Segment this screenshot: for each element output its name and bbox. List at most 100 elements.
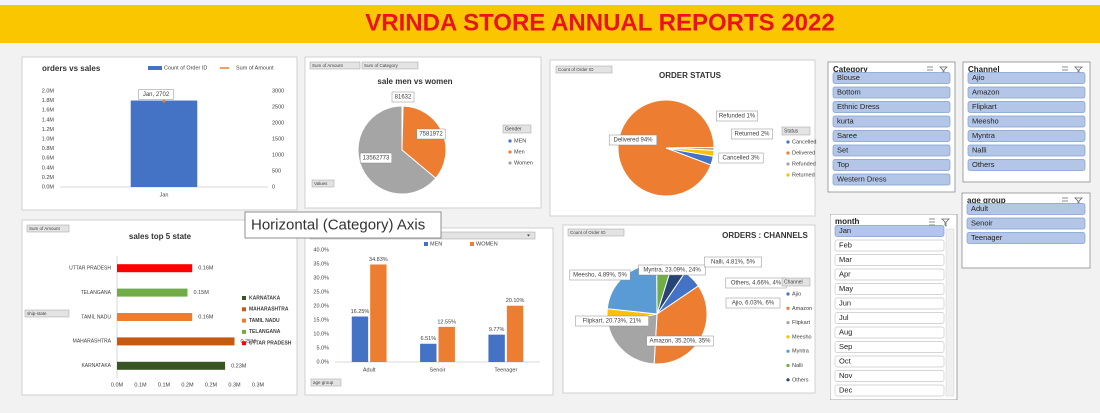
legend-title: Channel <box>784 279 803 285</box>
slicer-item-label[interactable]: Blouse <box>837 73 860 82</box>
field-button[interactable] <box>309 61 361 70</box>
slicer-item-label[interactable]: Others <box>972 160 995 169</box>
slicer-item-label[interactable]: Flipkart <box>972 102 998 111</box>
slicer-item-label[interactable]: Teenager <box>971 233 1003 242</box>
slicer-item-label[interactable]: Oct <box>839 356 852 365</box>
slicer-item-label[interactable]: Apr <box>839 269 851 278</box>
slicer-item[interactable] <box>832 130 951 142</box>
slicer-item[interactable] <box>967 115 1086 128</box>
legend-marker <box>786 306 790 310</box>
y2-tick-label: 2500 <box>272 104 284 110</box>
slicer-item[interactable] <box>832 86 951 99</box>
data-label-group: Returned 2% <box>731 128 773 140</box>
legend-title-box[interactable] <box>781 277 811 287</box>
slicer-item[interactable] <box>967 72 1086 84</box>
slicer-item-label[interactable]: May <box>839 284 853 293</box>
clear-filter-icon[interactable] <box>941 218 950 227</box>
x-tick-label: 0.1M <box>158 382 171 388</box>
slicer-item[interactable] <box>834 326 945 339</box>
slicer-item-label[interactable]: Feb <box>839 240 852 249</box>
legend-label: Myntra <box>792 349 810 355</box>
legend-label: Count of Order ID <box>164 65 207 71</box>
slicer-item[interactable] <box>834 283 945 295</box>
y-tick-label: 25.0% <box>313 289 329 295</box>
slicer-item[interactable] <box>834 254 945 266</box>
field-button[interactable] <box>26 224 70 233</box>
slicer-item[interactable] <box>967 159 1086 171</box>
data-label-box <box>646 335 714 347</box>
legend-marker <box>786 151 790 155</box>
slicer-item-label[interactable]: Mar <box>839 255 852 264</box>
data-label: 0.15M <box>194 290 210 296</box>
x-tick-label: 0.3M <box>252 382 265 388</box>
slicer-item[interactable] <box>834 341 945 353</box>
slicer-item-label[interactable]: Jul <box>839 313 849 322</box>
slicer-item[interactable] <box>967 86 1086 99</box>
x-tick-label: 0.1M <box>134 382 147 388</box>
slicer-item-label[interactable]: Top <box>837 160 849 169</box>
field-button[interactable] <box>311 179 335 188</box>
slicer-item[interactable] <box>967 144 1086 157</box>
slicer-item-label[interactable]: Saree <box>837 131 857 140</box>
slicer-item[interactable] <box>966 232 1086 244</box>
slicer-item-label[interactable]: Jun <box>839 298 851 307</box>
field-button[interactable] <box>24 309 70 318</box>
slicer-item[interactable] <box>966 217 1086 230</box>
legend-marker <box>786 349 790 353</box>
field-button[interactable] <box>555 65 613 74</box>
slicer-item-label[interactable]: Jan <box>839 226 851 235</box>
bar <box>370 264 387 362</box>
data-label-group: 13562773 <box>359 152 393 164</box>
slicer-item[interactable] <box>834 355 945 368</box>
y2-tick-label: 0 <box>272 184 275 190</box>
data-label-group: Jan, 2702 <box>138 89 174 100</box>
slicer-item[interactable] <box>834 225 945 237</box>
slicer-item[interactable] <box>832 72 951 84</box>
slicer-item-label[interactable]: Nalli <box>972 145 987 154</box>
slicer-item[interactable] <box>832 144 951 157</box>
slicer-item-label[interactable]: Set <box>837 145 849 154</box>
bar <box>506 305 524 362</box>
slicer-item[interactable] <box>834 384 945 397</box>
slicer-item[interactable] <box>966 203 1086 215</box>
y-tick-label: 35.0% <box>313 261 329 267</box>
legend-title-box[interactable] <box>502 124 532 134</box>
field-button[interactable] <box>310 378 342 387</box>
slicer-item-label[interactable]: kurta <box>837 116 855 125</box>
field-button[interactable] <box>361 61 419 70</box>
slicer-item[interactable] <box>834 297 945 310</box>
slicer-item-label[interactable]: Western Dress <box>837 174 887 183</box>
slicer-item[interactable] <box>834 370 945 382</box>
slicer-item-label[interactable]: Myntra <box>972 131 996 140</box>
slicer-item-label[interactable]: Adult <box>971 204 989 213</box>
slicer-item-label[interactable]: Amazon <box>972 87 1000 96</box>
legend-label: Amazon <box>792 306 812 312</box>
slicer-item-label[interactable]: Sep <box>839 342 852 351</box>
slicer-item-label[interactable]: Ajio <box>972 73 985 82</box>
slicer-item[interactable] <box>832 159 951 171</box>
slicer-item-label[interactable]: Senoir <box>971 218 993 227</box>
field-button-label: Count of Order ID <box>558 67 594 72</box>
pie-slice <box>665 147 715 157</box>
slicer-item-label[interactable]: Dec <box>839 385 853 394</box>
slicer-item[interactable] <box>834 312 945 324</box>
slicer-item[interactable] <box>967 130 1086 142</box>
field-button[interactable] <box>567 228 625 237</box>
slicer-item[interactable] <box>834 239 945 252</box>
slicer-item[interactable] <box>832 101 951 113</box>
data-label-group: 7581972 <box>416 128 446 140</box>
y-tick-label: 0.4M <box>42 165 55 171</box>
slicer-item-label[interactable]: Nov <box>839 371 853 380</box>
slicer-item[interactable] <box>832 115 951 128</box>
legend-swatch <box>242 307 246 312</box>
slicer-item-label[interactable]: Bottom <box>837 87 861 96</box>
legend-title-box[interactable] <box>781 126 811 136</box>
y-tick-label: 1.8M <box>42 98 55 104</box>
slicer-item-label[interactable]: Ethnic Dress <box>837 102 880 111</box>
slicer-item[interactable] <box>832 173 951 186</box>
slicer-item-label[interactable]: Meesho <box>972 116 999 125</box>
slicer-item-label[interactable]: Aug <box>839 327 852 336</box>
multi-select-icon[interactable] <box>929 218 935 226</box>
slicer-item[interactable] <box>967 101 1086 113</box>
slicer-item[interactable] <box>834 268 945 281</box>
